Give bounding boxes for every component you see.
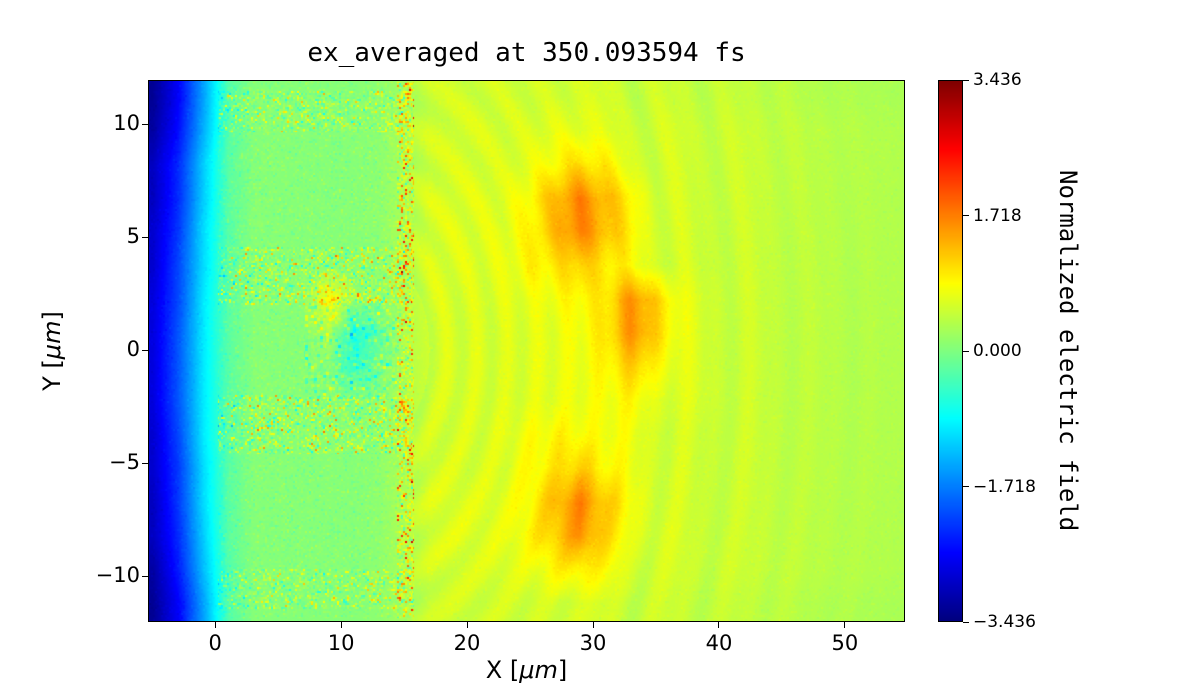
axis-label-unit: μm [519, 656, 558, 684]
axis-label-part: Y [ [38, 359, 66, 391]
x-tick-label: 50 [831, 631, 859, 655]
x-tick-mark [844, 622, 846, 628]
y-axis-label: Y [μm] [38, 311, 66, 391]
colorbar-tick-mark [963, 350, 969, 352]
x-tick-label: 40 [705, 631, 733, 655]
x-tick-mark [718, 622, 720, 628]
y-tick-label: 5 [126, 224, 140, 249]
axis-label-unit: μm [38, 320, 66, 360]
colorbar-tick-label: 3.436 [973, 70, 1022, 90]
x-tick-mark [214, 622, 216, 628]
y-tick-label: 10 [113, 111, 140, 136]
colorbar-tick-label: −3.436 [973, 612, 1036, 632]
axis-label-part: X [ [485, 656, 520, 684]
y-tick-label: −5 [109, 450, 140, 475]
colorbar-tick-mark [963, 79, 969, 81]
axis-label-part: ] [557, 656, 568, 684]
colorbar-tick-label: 1.718 [973, 205, 1022, 226]
x-tick-label: 30 [579, 631, 607, 655]
y-tick-label: 0 [126, 337, 140, 362]
axis-label-part: ] [38, 311, 66, 321]
colorbar-tick-mark [963, 486, 969, 487]
colorbar-tick-label: 0.000 [973, 341, 1022, 361]
colorbar [938, 80, 963, 622]
x-tick-label: 10 [327, 631, 355, 655]
colorbar-label: Normalized electric field [1054, 170, 1082, 532]
x-tick-label: 0 [208, 631, 222, 655]
x-tick-mark [466, 622, 468, 628]
heatmap-plot-area [148, 80, 905, 622]
colorbar-tick-label: −1.718 [973, 476, 1036, 497]
y-tick-label: −10 [95, 563, 140, 588]
colorbar-canvas [939, 81, 962, 621]
colorbar-tick-mark [963, 215, 969, 216]
x-tick-label: 20 [453, 631, 481, 655]
x-tick-mark [340, 622, 342, 628]
plot-title: ex_averaged at 350.093594 fs [307, 38, 746, 68]
heatmap-canvas [149, 81, 904, 621]
x-tick-mark [592, 622, 594, 628]
x-axis-label: X [μm] [148, 656, 905, 684]
colorbar-tick-mark [963, 621, 969, 623]
